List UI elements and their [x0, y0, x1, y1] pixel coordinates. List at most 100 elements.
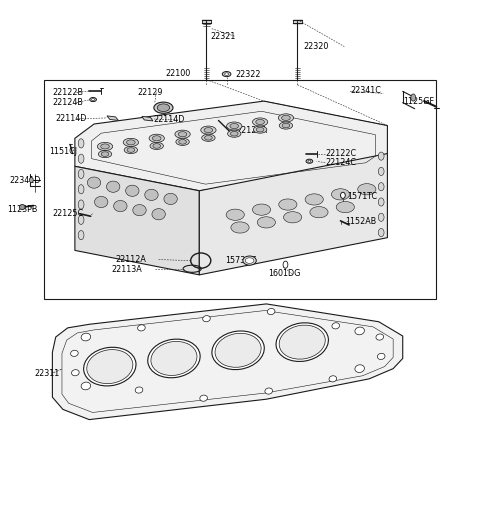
- Ellipse shape: [278, 114, 294, 122]
- Ellipse shape: [256, 127, 264, 132]
- Ellipse shape: [378, 182, 384, 191]
- Ellipse shape: [225, 73, 228, 75]
- Ellipse shape: [202, 134, 215, 142]
- Text: 1125GF: 1125GF: [403, 97, 434, 106]
- Ellipse shape: [78, 184, 84, 194]
- Ellipse shape: [282, 115, 290, 121]
- Text: 22320: 22320: [304, 42, 329, 51]
- Ellipse shape: [200, 395, 207, 401]
- Ellipse shape: [29, 177, 33, 182]
- Ellipse shape: [149, 134, 164, 143]
- Ellipse shape: [282, 123, 290, 128]
- Ellipse shape: [71, 350, 78, 357]
- Ellipse shape: [78, 200, 84, 209]
- Ellipse shape: [378, 213, 384, 221]
- Text: 22321: 22321: [210, 32, 236, 41]
- Ellipse shape: [78, 169, 84, 178]
- Ellipse shape: [81, 382, 91, 390]
- Polygon shape: [52, 304, 403, 420]
- Ellipse shape: [279, 325, 325, 359]
- Text: 1571TC: 1571TC: [347, 192, 377, 201]
- Ellipse shape: [81, 333, 91, 341]
- Ellipse shape: [252, 118, 268, 126]
- Ellipse shape: [126, 185, 139, 196]
- Ellipse shape: [127, 148, 135, 152]
- Ellipse shape: [101, 152, 109, 156]
- Ellipse shape: [378, 152, 384, 160]
- Ellipse shape: [19, 204, 25, 210]
- Ellipse shape: [245, 258, 254, 263]
- Ellipse shape: [378, 228, 384, 237]
- Ellipse shape: [150, 143, 163, 150]
- Ellipse shape: [230, 131, 238, 136]
- Ellipse shape: [123, 138, 139, 147]
- Ellipse shape: [78, 154, 84, 163]
- Text: 22322: 22322: [235, 70, 261, 79]
- Ellipse shape: [231, 222, 249, 233]
- Ellipse shape: [97, 143, 113, 151]
- Ellipse shape: [164, 193, 177, 204]
- Ellipse shape: [222, 72, 231, 77]
- Ellipse shape: [308, 160, 311, 162]
- Ellipse shape: [310, 206, 328, 218]
- Text: 22112A: 22112A: [116, 255, 146, 264]
- Ellipse shape: [257, 217, 276, 228]
- Ellipse shape: [151, 341, 197, 376]
- Ellipse shape: [127, 140, 135, 145]
- Text: 22100: 22100: [166, 68, 191, 78]
- Ellipse shape: [107, 181, 120, 192]
- Ellipse shape: [377, 353, 385, 359]
- Ellipse shape: [226, 209, 244, 220]
- Ellipse shape: [78, 230, 84, 240]
- Ellipse shape: [135, 387, 143, 393]
- Text: 22125C: 22125C: [52, 209, 84, 218]
- Text: 1151CJ: 1151CJ: [49, 147, 77, 155]
- Text: 1123PB: 1123PB: [7, 205, 38, 214]
- Ellipse shape: [78, 215, 84, 224]
- Ellipse shape: [340, 192, 345, 198]
- Ellipse shape: [87, 350, 133, 384]
- Ellipse shape: [279, 122, 293, 129]
- Text: 22341D: 22341D: [9, 176, 41, 184]
- Ellipse shape: [204, 135, 212, 140]
- Ellipse shape: [305, 194, 323, 205]
- Ellipse shape: [72, 369, 79, 376]
- Text: 22114D: 22114D: [153, 115, 184, 125]
- Ellipse shape: [133, 204, 146, 216]
- Text: 22311: 22311: [34, 369, 60, 378]
- Ellipse shape: [92, 99, 95, 101]
- Ellipse shape: [329, 376, 336, 382]
- Text: 22114D: 22114D: [56, 114, 87, 124]
- Ellipse shape: [355, 365, 364, 373]
- Text: 22125A: 22125A: [236, 126, 267, 134]
- Ellipse shape: [124, 147, 138, 154]
- Ellipse shape: [201, 126, 216, 134]
- Ellipse shape: [203, 316, 210, 322]
- Ellipse shape: [306, 159, 313, 163]
- Text: 1573GE: 1573GE: [225, 256, 256, 265]
- Ellipse shape: [176, 138, 189, 146]
- Text: 1601DG: 1601DG: [268, 269, 300, 278]
- Ellipse shape: [178, 132, 187, 137]
- Text: 22122C: 22122C: [325, 149, 356, 158]
- Ellipse shape: [145, 189, 158, 200]
- Ellipse shape: [378, 167, 384, 175]
- Ellipse shape: [153, 144, 160, 148]
- Ellipse shape: [84, 347, 136, 386]
- Ellipse shape: [212, 331, 264, 369]
- Ellipse shape: [148, 339, 200, 378]
- Ellipse shape: [378, 198, 384, 206]
- Ellipse shape: [230, 124, 239, 129]
- Ellipse shape: [114, 200, 127, 212]
- Ellipse shape: [267, 309, 275, 315]
- Ellipse shape: [87, 177, 101, 188]
- Polygon shape: [75, 101, 387, 191]
- Text: 1152AB: 1152AB: [345, 217, 376, 226]
- Ellipse shape: [411, 94, 416, 101]
- Ellipse shape: [78, 139, 84, 148]
- Ellipse shape: [253, 126, 267, 133]
- Ellipse shape: [276, 323, 328, 361]
- Text: 22124B: 22124B: [52, 98, 83, 107]
- Ellipse shape: [98, 151, 112, 158]
- Polygon shape: [75, 166, 199, 275]
